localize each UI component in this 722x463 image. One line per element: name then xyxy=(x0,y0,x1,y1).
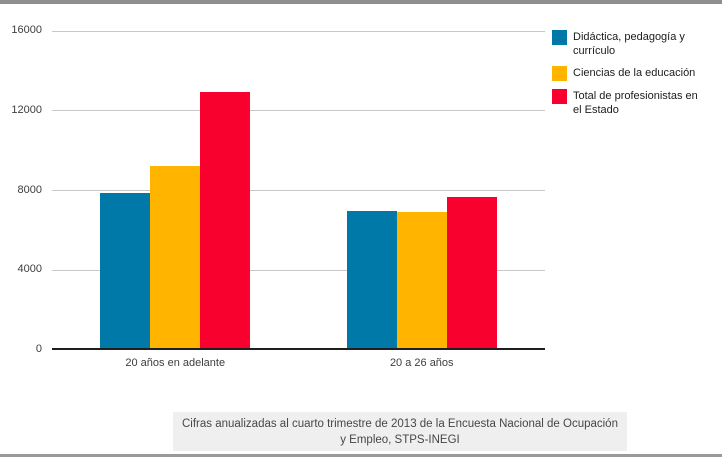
gridline xyxy=(52,110,545,112)
gridline xyxy=(52,30,545,32)
x-category-label: 20 años en adelante xyxy=(125,357,226,369)
bar-2-category-1 xyxy=(150,165,201,348)
legend-swatch-icon xyxy=(552,30,567,45)
caption-line: y Empleo, STPS-INEGI xyxy=(340,434,460,446)
page-bottom-border xyxy=(0,454,722,457)
legend-label: Total de profesionistas en el Estado xyxy=(573,90,698,116)
y-tick-label: 16000 xyxy=(11,24,42,36)
bar-1-category-1 xyxy=(100,192,151,348)
bar-2-category-2 xyxy=(396,212,447,348)
y-axis: 0 4000 8000 12000 16000 xyxy=(0,24,46,355)
y-tick-label: 4000 xyxy=(17,263,42,276)
chart-legend: Didáctica, pedagogía y currículo Ciencias… xyxy=(552,30,717,117)
y-tick-label: 12000 xyxy=(11,103,42,116)
x-category-label: 20 a 26 años xyxy=(389,357,454,369)
y-tick-label: 8000 xyxy=(17,183,42,196)
legend-swatch-icon xyxy=(552,66,567,81)
legend-swatch-icon xyxy=(552,89,567,104)
legend-item-1: Didáctica, pedagogía y currículo xyxy=(552,30,717,58)
chart-caption: Cifras anualizadas al cuarto trimestre d… xyxy=(173,412,627,451)
caption-line: Cifras anualizadas al cuarto trimestre d… xyxy=(182,418,618,430)
x-axis: 20 años en adelante 20 a 26 años xyxy=(52,357,545,377)
plot-area xyxy=(52,30,545,350)
legend-label: Ciencias de la educación xyxy=(573,67,696,79)
legend-item-3: Total de profesionistas en el Estado xyxy=(552,89,717,117)
gridline xyxy=(52,190,545,191)
bar-3-category-2 xyxy=(446,197,497,348)
bar-1-category-2 xyxy=(346,211,397,348)
page-top-border xyxy=(0,0,722,4)
y-tick-label: 0 xyxy=(35,343,42,355)
gridline xyxy=(52,269,545,271)
bar-3-category-1 xyxy=(200,91,251,348)
legend-item-2: Ciencias de la educación xyxy=(552,66,717,81)
legend-label: Didáctica, pedagogía y currículo xyxy=(573,31,685,57)
